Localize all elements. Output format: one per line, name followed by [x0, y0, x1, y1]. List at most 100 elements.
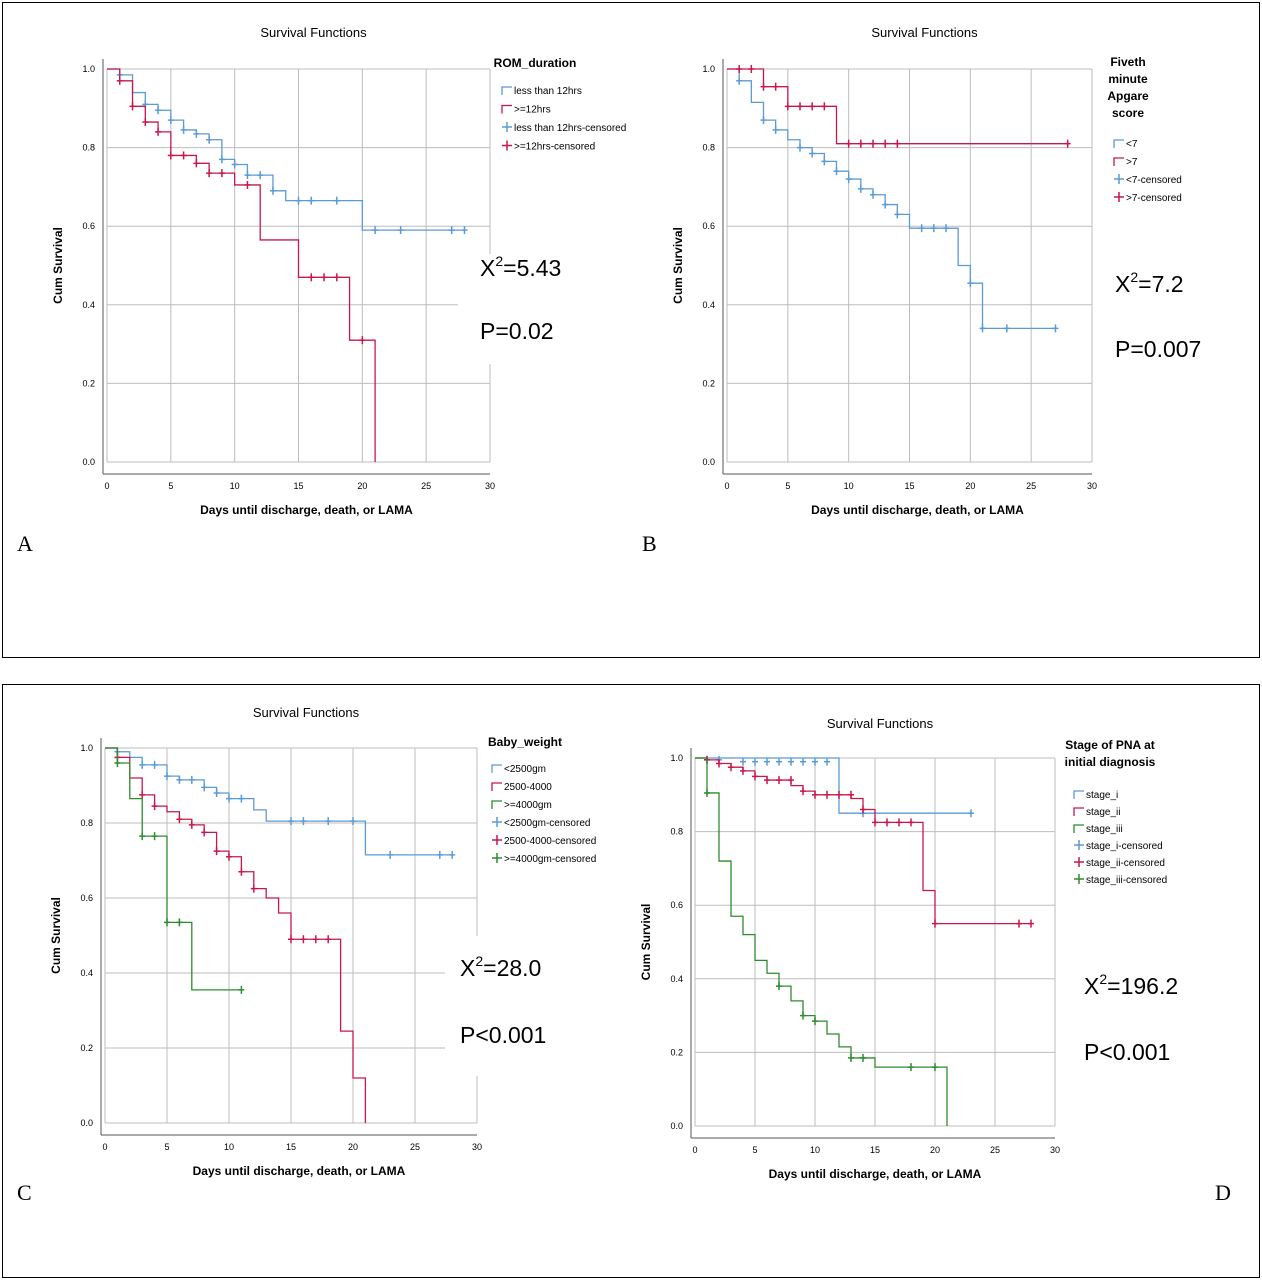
- chi-square-stat: X2=28.0: [460, 953, 541, 981]
- legend-item-label: 2500-4000: [504, 782, 552, 793]
- x-tick-label: 5: [168, 481, 173, 491]
- legend-item-label: stage_iii: [1086, 824, 1123, 835]
- x-tick-label: 10: [230, 481, 240, 491]
- chart-c-svg: 0.0 0.2 0.4 0.6 0.8 1.0 0 5 10 15 20 25 30 Survival F…: [17, 705, 596, 1205]
- y-tick-label: 0.6: [80, 893, 93, 903]
- x-axis-label: Days until discharge, death, or LAMA: [769, 1167, 982, 1181]
- y-axis-label: Cum Survival: [639, 904, 653, 981]
- legend-title: Baby_weight: [488, 735, 562, 749]
- y-tick-label: 0.2: [702, 378, 715, 388]
- x-tick-label: 30: [472, 1142, 482, 1152]
- x-tick-label: 0: [104, 481, 109, 491]
- legend-item-label: stage_i: [1086, 790, 1118, 801]
- legend-title-line: score: [1112, 106, 1144, 120]
- y-tick-label: 0.4: [82, 300, 95, 310]
- y-tick-label: 0.8: [702, 143, 715, 153]
- legend-title-line: Stage of PNA at: [1065, 738, 1155, 752]
- x-tick-label: 0: [724, 481, 729, 491]
- legend-item-label: <7-censored: [1126, 175, 1182, 186]
- x-tick-label: 0: [102, 1142, 107, 1152]
- y-tick-label: 0.8: [82, 143, 95, 153]
- x-tick-label: 20: [357, 481, 367, 491]
- x-tick-label: 10: [810, 1145, 820, 1155]
- x-tick-label: 30: [1050, 1145, 1060, 1155]
- legend-item-label: <7: [1126, 139, 1138, 150]
- legend-item-label: >=12hrs-censored: [514, 142, 595, 153]
- chart-title: Survival Functions: [260, 25, 367, 40]
- x-tick-label: 10: [224, 1142, 234, 1152]
- chart-title: Survival Functions: [871, 25, 978, 40]
- x-tick-label: 25: [1026, 481, 1036, 491]
- x-tick-label: 15: [904, 481, 914, 491]
- legend-step-icon: [491, 800, 502, 809]
- x-axis-label: Days until discharge, death, or LAMA: [193, 1164, 406, 1178]
- x-tick-label: 20: [965, 481, 975, 491]
- x-axis-label: Days until discharge, death, or LAMA: [811, 503, 1024, 517]
- x-tick-label: 15: [870, 1145, 880, 1155]
- y-tick-label: 0.8: [670, 827, 683, 837]
- y-tick-label: 0.0: [82, 457, 95, 467]
- legend-title-line: Apgare: [1107, 89, 1149, 103]
- x-tick-label: 5: [164, 1142, 169, 1152]
- legend-item-label: <2500gm-censored: [504, 818, 590, 829]
- y-tick-label: 0.0: [80, 1118, 93, 1128]
- x-tick-label: 5: [785, 481, 790, 491]
- x-tick-label: 30: [1087, 481, 1097, 491]
- panel-d: 0.0 0.2 0.4 0.6 0.8 1.0 0 5 10 15 20 25 30 Survival F…: [637, 706, 1247, 1206]
- legend-item-label: 2500-4000-censored: [504, 836, 596, 847]
- legend-item-label: less than 12hrs-censored: [514, 123, 626, 134]
- chart-d-svg: 0.0 0.2 0.4 0.6 0.8 1.0 0 5 10 15 20 25 30 Survival F…: [639, 716, 1231, 1205]
- x-tick-label: 15: [293, 481, 303, 491]
- legend-item-label: >=4000gm: [504, 800, 552, 811]
- y-axis-label: Cum Survival: [51, 227, 65, 304]
- panel-b: 0.0 0.2 0.4 0.6 0.8 1.0 0 5 10 15 20 25 30 Survival F…: [637, 14, 1247, 559]
- series-line-1: [727, 68, 1056, 330]
- x-tick-label: 5: [752, 1145, 757, 1155]
- legend-step-icon: [491, 782, 502, 791]
- x-tick-label: 25: [990, 1145, 1000, 1155]
- panel-a: 0.0 0.2 0.4 0.6 0.8 1.0 0 5 10 15 20 25 30 Survival F…: [12, 14, 626, 559]
- chi-square-stat: X2=5.43: [480, 253, 561, 281]
- y-tick-label: 0.4: [670, 974, 683, 984]
- legend-step-icon: [501, 86, 512, 95]
- y-axis-label: Cum Survival: [49, 897, 63, 974]
- y-tick-label: 0.8: [80, 818, 93, 828]
- legend-item-label: stage_i-censored: [1086, 841, 1163, 852]
- y-tick-label: 0.0: [670, 1121, 683, 1131]
- x-axis-label: Days until discharge, death, or LAMA: [200, 503, 413, 517]
- x-tick-label: 0: [692, 1145, 697, 1155]
- legend-step-icon: [1113, 157, 1124, 166]
- y-tick-label: 0.0: [702, 457, 715, 467]
- legend-step-icon: [1073, 790, 1084, 799]
- legend-item-label: stage_ii: [1086, 807, 1120, 818]
- x-tick-label: 30: [485, 481, 495, 491]
- chart-title: Survival Functions: [827, 716, 934, 731]
- legend-item-label: >7-censored: [1126, 193, 1182, 204]
- p-value-stat: P<0.001: [1084, 1039, 1170, 1065]
- x-tick-label: 20: [930, 1145, 940, 1155]
- panel-c: 0.0 0.2 0.4 0.6 0.8 1.0 0 5 10 15 20 25 30 Survival F…: [12, 696, 622, 1206]
- series-line-1: [105, 747, 453, 856]
- chi-square-stat: X2=7.2: [1115, 269, 1184, 297]
- y-axis-label: Cum Survival: [671, 227, 685, 304]
- legend-item-label: >=4000gm-censored: [504, 854, 596, 865]
- legend-title: ROM_duration: [494, 56, 577, 70]
- legend-step-icon: [501, 104, 512, 114]
- series-line-2: [695, 757, 1031, 925]
- series-line-3: [695, 757, 948, 1126]
- legend-title-line: Fiveth: [1110, 55, 1145, 69]
- y-tick-label: 1.0: [82, 64, 95, 74]
- chart-b-svg: 0.0 0.2 0.4 0.6 0.8 1.0 0 5 10 15 20 25 30 Survival F…: [642, 25, 1201, 556]
- y-tick-label: 0.6: [702, 221, 715, 231]
- legend-step-icon: [491, 764, 502, 773]
- chart-title: Survival Functions: [253, 705, 360, 720]
- chart-a-svg: 0.0 0.2 0.4 0.6 0.8 1.0 0 5 10 15 20 25 30 Survival F…: [17, 25, 626, 556]
- series-line-2: [727, 68, 1068, 145]
- legend-item-label: <2500gm: [504, 764, 546, 775]
- panel-label: C: [17, 1180, 32, 1205]
- chi-square-stat: X2=196.2: [1084, 971, 1178, 999]
- y-tick-label: 0.4: [702, 300, 715, 310]
- p-value-stat: P=0.02: [480, 318, 554, 344]
- series-line-2: [105, 747, 367, 1123]
- y-tick-label: 0.2: [670, 1047, 683, 1057]
